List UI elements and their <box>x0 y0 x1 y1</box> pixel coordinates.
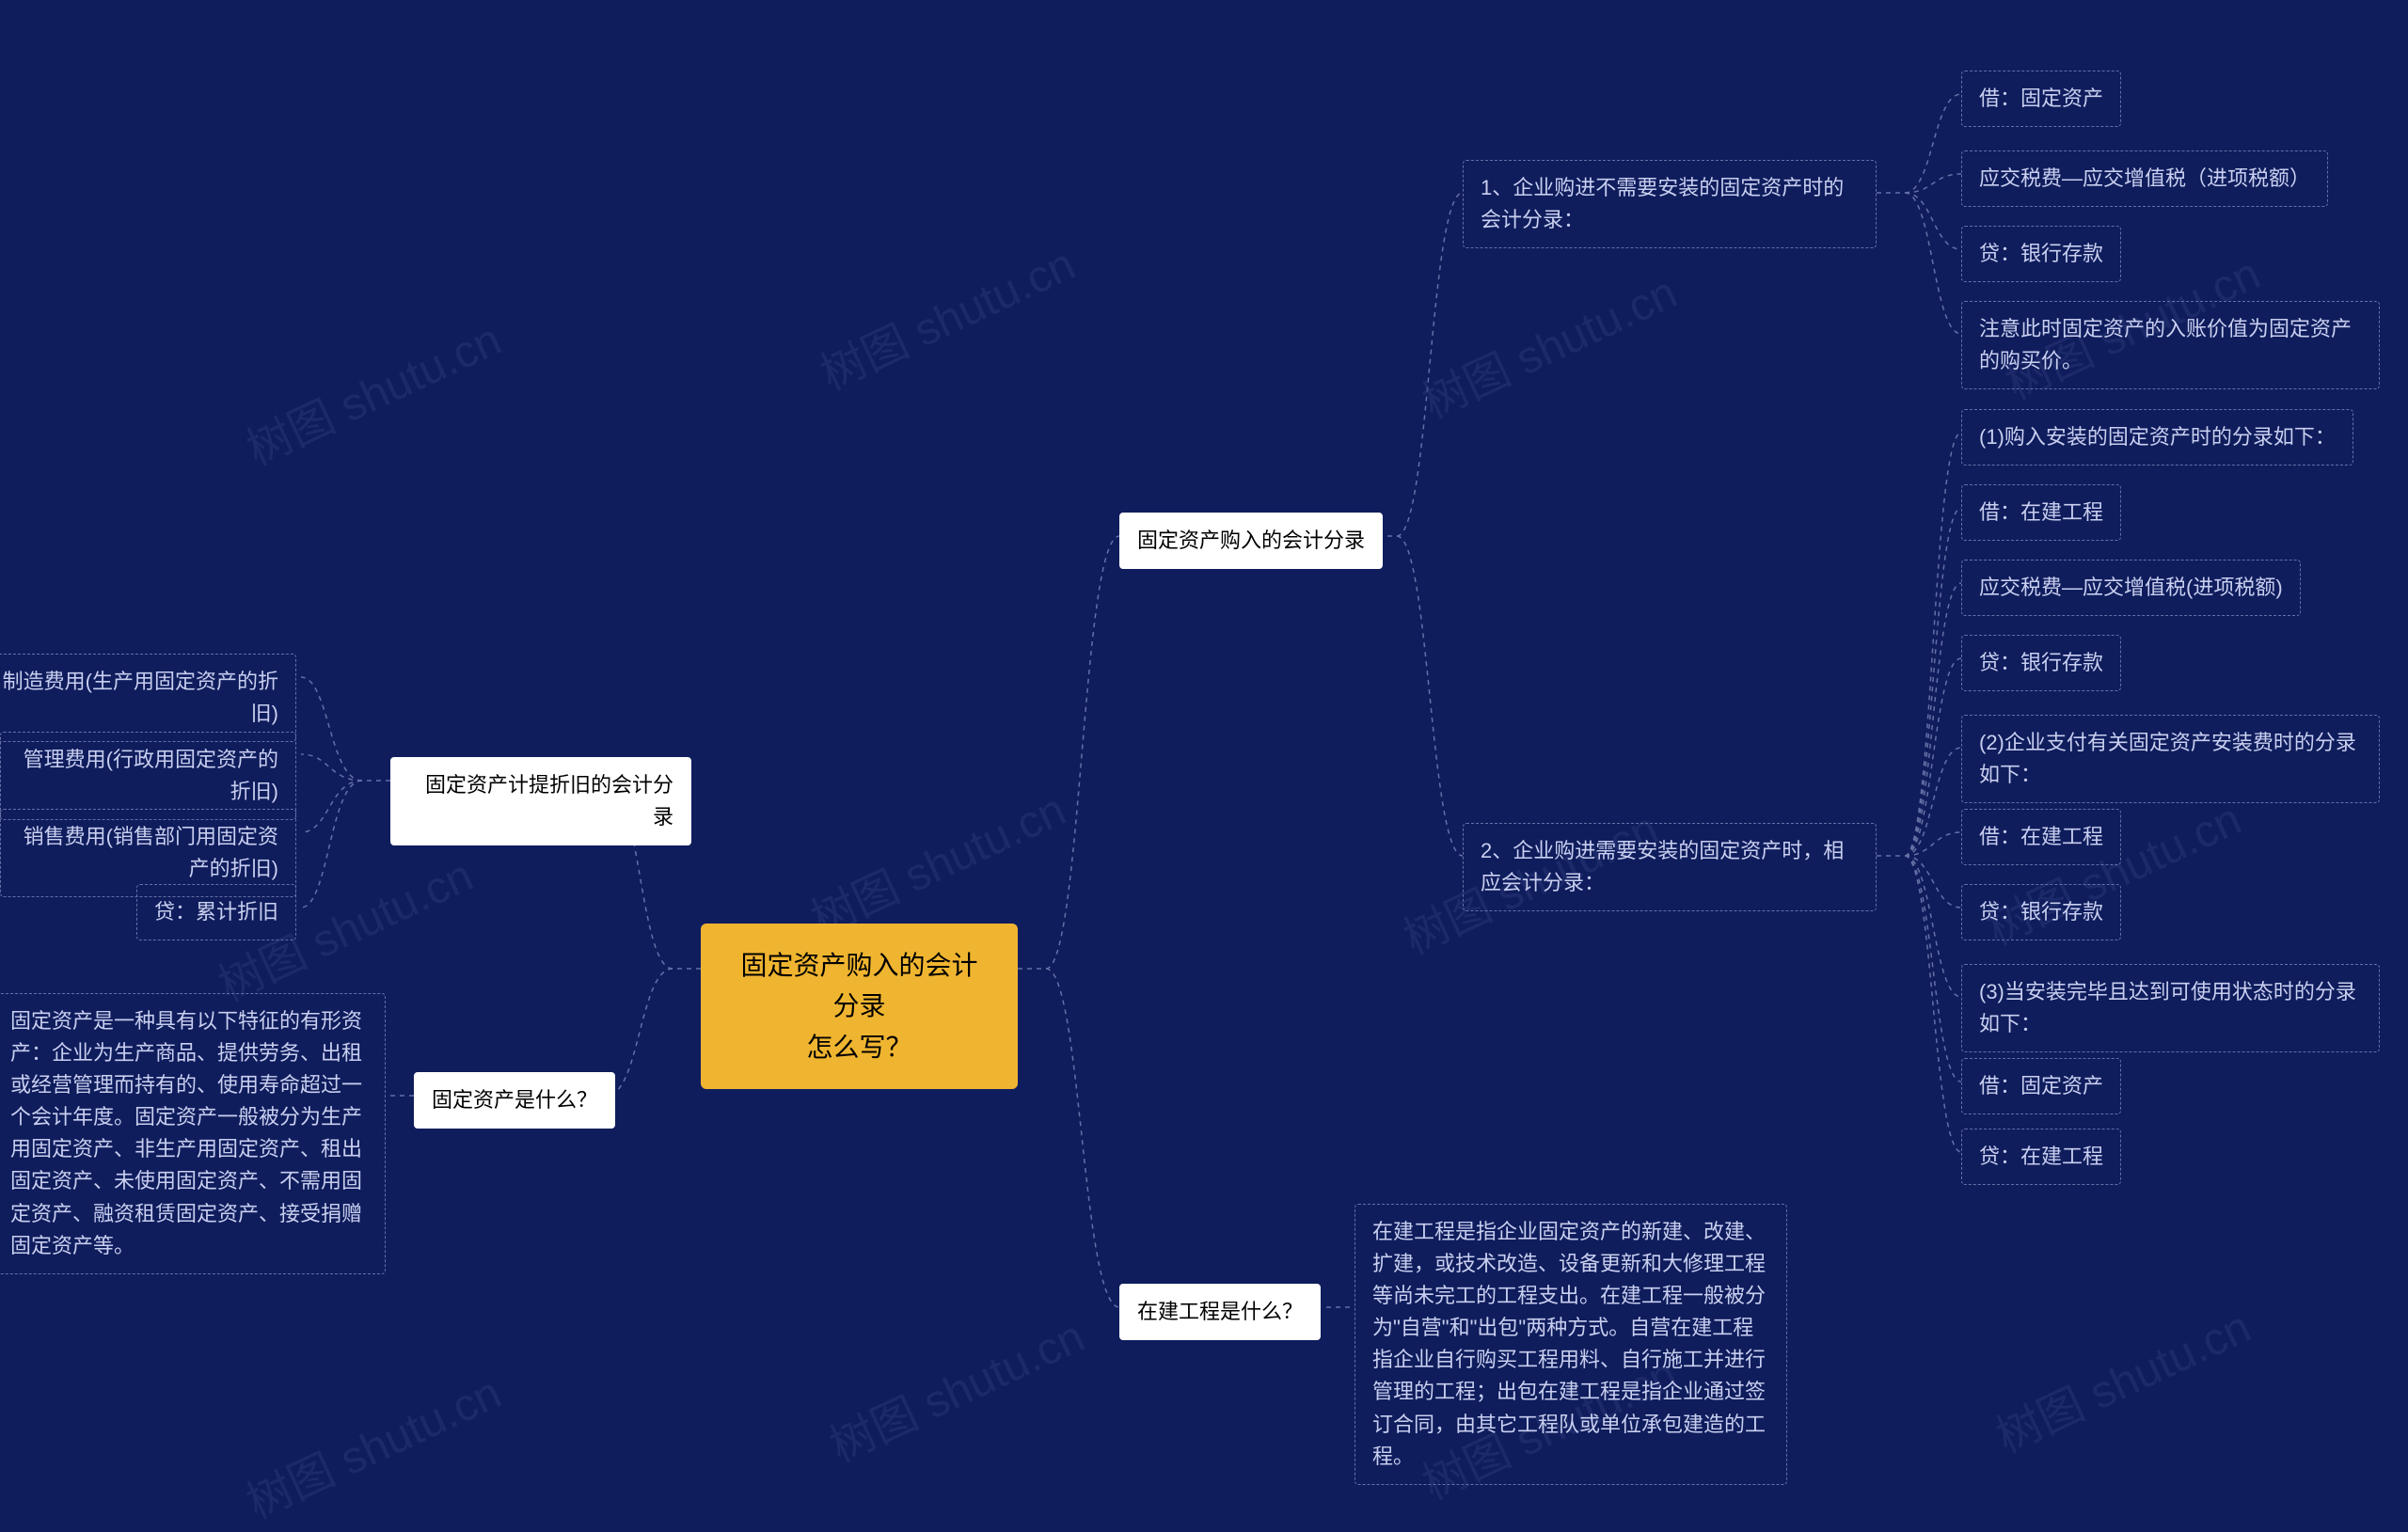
node-label: 贷：在建工程 <box>1979 1145 2103 1168</box>
node-label: 贷：银行存款 <box>1979 900 2103 924</box>
leaf-node[interactable]: 应交税费—应交增值税(进项税额) <box>1961 560 2301 616</box>
leaf-node[interactable]: 贷：银行存款 <box>1961 884 2121 940</box>
branch-cip-definition[interactable]: 在建工程是什么？ <box>1119 1284 1321 1340</box>
watermark: 树图 shutu.cn <box>817 1300 1093 1475</box>
leaf-node[interactable]: 借：在建工程 <box>1961 484 2121 541</box>
node-label: 应交税费—应交增值税(进项税额) <box>1979 576 2283 599</box>
leaf-node[interactable]: 借：在建工程 <box>1961 809 2121 865</box>
leaf-node[interactable]: 借：固定资产 <box>1961 71 2121 127</box>
node-label: 固定资产购入的会计分录 <box>1137 529 1365 552</box>
branch-fixed-asset-definition[interactable]: 固定资产是什么？ <box>414 1072 615 1129</box>
leaf-node[interactable]: 管理费用(行政用固定资产的折旧) <box>0 732 296 820</box>
node-label: 1、企业购进不需要安装的固定资产时的会计分录： <box>1481 176 1844 231</box>
node-label: 借：制造费用(生产用固定资产的折旧) <box>0 670 278 725</box>
leaf-node[interactable]: 应交税费—应交增值税（进项税额） <box>1961 150 2328 207</box>
sub-no-install[interactable]: 1、企业购进不需要安装的固定资产时的会计分录： <box>1463 160 1877 248</box>
node-label: 在建工程是什么？ <box>1137 1300 1303 1323</box>
leaf-node[interactable]: 借：固定资产 <box>1961 1058 2121 1114</box>
node-label: 借：在建工程 <box>1979 825 2103 848</box>
root-node[interactable]: 固定资产购入的会计分录 怎么写？ <box>701 924 1018 1089</box>
sub-need-install[interactable]: 2、企业购进需要安装的固定资产时，相应会计分录： <box>1463 823 1877 911</box>
leaf-node[interactable]: 贷：累计折旧 <box>136 884 296 940</box>
node-label: (1)购入安装的固定资产时的分录如下： <box>1979 425 2336 449</box>
node-label: (3)当安装完毕且达到可使用状态时的分录如下： <box>1979 980 2356 1035</box>
watermark: 树图 shutu.cn <box>799 773 1074 948</box>
node-label: 固定资产是一种具有以下特征的有形资产：企业为生产商品、提供劳务、出租或经营管理而… <box>10 1009 362 1257</box>
node-label: 注意此时固定资产的入账价值为固定资产的购买价。 <box>1979 317 2352 372</box>
node-label: (2)企业支付有关固定资产安装费时的分录如下： <box>1979 731 2356 786</box>
leaf-fixed-asset-definition[interactable]: 固定资产是一种具有以下特征的有形资产：企业为生产商品、提供劳务、出租或经营管理而… <box>0 993 386 1274</box>
root-line2: 怎么写？ <box>806 1033 911 1062</box>
leaf-cip-definition[interactable]: 在建工程是指企业固定资产的新建、改建、扩建，或技术改造、设备更新和大修理工程等尚… <box>1354 1204 1787 1485</box>
branch-purchase-entries[interactable]: 固定资产购入的会计分录 <box>1119 513 1383 569</box>
root-line1: 固定资产购入的会计分录 <box>740 951 977 1020</box>
node-label: 销售费用(销售部门用固定资产的折旧) <box>24 825 278 880</box>
node-label: 贷：累计折旧 <box>154 900 278 924</box>
leaf-node[interactable]: 贷：在建工程 <box>1961 1129 2121 1185</box>
node-label: 固定资产计提折旧的会计分录 <box>425 773 673 829</box>
node-label: 借：在建工程 <box>1979 500 2103 524</box>
watermark: 树图 shutu.cn <box>1984 1290 2259 1465</box>
node-label: 应交税费—应交增值税（进项税额） <box>1979 166 2310 190</box>
leaf-node[interactable]: 借：制造费用(生产用固定资产的折旧) <box>0 654 296 742</box>
node-label: 借：固定资产 <box>1979 87 2103 110</box>
leaf-node[interactable]: (1)购入安装的固定资产时的分录如下： <box>1961 409 2353 466</box>
leaf-node[interactable]: 贷：银行存款 <box>1961 635 2121 691</box>
node-label: 在建工程是指企业固定资产的新建、改建、扩建，或技术改造、设备更新和大修理工程等尚… <box>1372 1220 1766 1468</box>
node-label: 固定资产是什么？ <box>432 1088 597 1112</box>
node-label: 贷：银行存款 <box>1979 242 2103 265</box>
node-label: 贷：银行存款 <box>1979 651 2103 674</box>
watermark: 树图 shutu.cn <box>234 1356 510 1531</box>
node-label: 管理费用(行政用固定资产的折旧) <box>24 748 278 803</box>
node-label: 借：固定资产 <box>1979 1074 2103 1098</box>
leaf-node[interactable]: (2)企业支付有关固定资产安装费时的分录如下： <box>1961 715 2380 803</box>
branch-depreciation-entries[interactable]: 固定资产计提折旧的会计分录 <box>390 757 691 845</box>
watermark: 树图 shutu.cn <box>1410 256 1686 431</box>
watermark: 树图 shutu.cn <box>234 303 510 478</box>
leaf-node[interactable]: 贷：银行存款 <box>1961 226 2121 282</box>
watermark: 树图 shutu.cn <box>808 228 1084 403</box>
leaf-node[interactable]: 注意此时固定资产的入账价值为固定资产的购买价。 <box>1961 301 2380 389</box>
node-label: 2、企业购进需要安装的固定资产时，相应会计分录： <box>1481 839 1844 894</box>
leaf-node[interactable]: (3)当安装完毕且达到可使用状态时的分录如下： <box>1961 964 2380 1052</box>
